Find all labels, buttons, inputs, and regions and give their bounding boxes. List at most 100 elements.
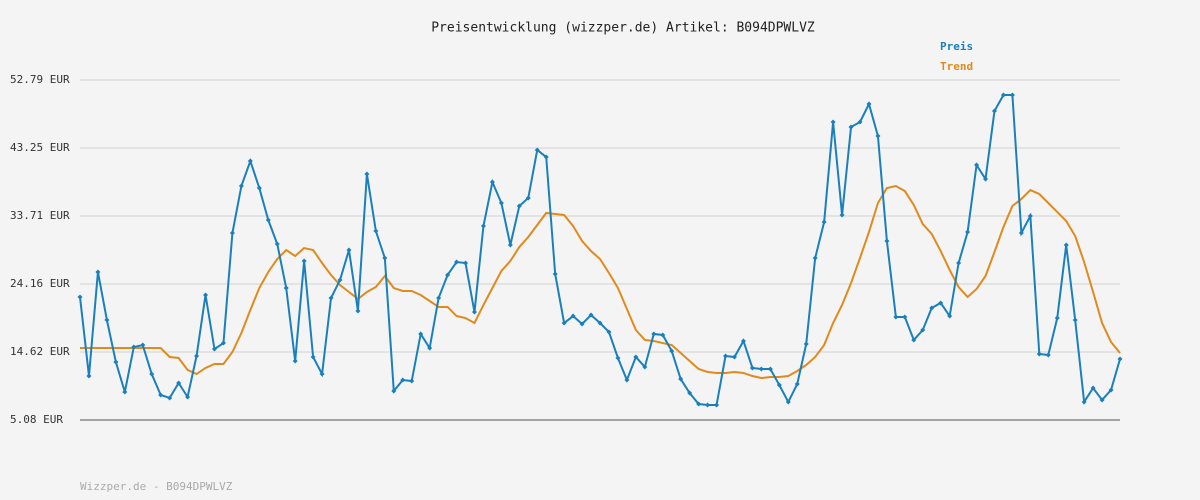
point xyxy=(1099,397,1105,403)
point xyxy=(597,320,603,326)
point xyxy=(489,179,495,185)
point xyxy=(723,353,729,359)
point xyxy=(1108,387,1114,393)
point xyxy=(588,312,594,318)
point xyxy=(373,228,379,234)
point xyxy=(480,223,486,229)
point xyxy=(220,340,226,346)
point xyxy=(866,101,872,107)
point xyxy=(642,364,648,370)
series-line xyxy=(79,94,1121,407)
point xyxy=(561,320,567,326)
point xyxy=(525,195,531,201)
point xyxy=(651,331,657,337)
point xyxy=(427,345,433,351)
point xyxy=(1036,351,1042,357)
point xyxy=(1045,352,1051,358)
point xyxy=(256,185,262,191)
point xyxy=(211,346,217,352)
point xyxy=(911,337,917,343)
y-tick-label: 33.71 EUR xyxy=(10,209,70,222)
point xyxy=(696,401,702,407)
point xyxy=(185,394,191,400)
point xyxy=(337,277,343,283)
point xyxy=(346,247,352,253)
point xyxy=(1117,356,1123,362)
point xyxy=(965,229,971,235)
point xyxy=(615,355,621,361)
point xyxy=(471,309,477,315)
point xyxy=(445,272,451,278)
point xyxy=(938,300,944,306)
point xyxy=(884,238,890,244)
point xyxy=(463,260,469,266)
point xyxy=(857,119,863,125)
point xyxy=(830,119,836,125)
legend-label: Trend xyxy=(940,60,973,73)
point xyxy=(785,399,791,405)
point xyxy=(77,294,83,300)
point xyxy=(140,342,146,348)
point xyxy=(391,388,397,394)
point xyxy=(1018,230,1024,236)
point xyxy=(167,395,173,401)
point xyxy=(292,358,298,364)
point xyxy=(731,354,737,360)
point xyxy=(194,353,200,359)
point xyxy=(131,344,137,350)
point xyxy=(516,203,522,209)
point xyxy=(158,392,164,398)
point xyxy=(409,378,415,384)
point xyxy=(176,380,182,386)
point xyxy=(552,271,558,277)
point xyxy=(534,147,540,153)
point xyxy=(364,171,370,177)
point xyxy=(95,269,101,275)
point xyxy=(821,219,827,225)
point xyxy=(902,314,908,320)
point xyxy=(507,242,513,248)
point xyxy=(328,295,334,301)
point xyxy=(247,158,253,164)
y-tick-label: 14.62 EUR xyxy=(10,345,70,358)
point xyxy=(687,390,693,396)
point xyxy=(579,321,585,327)
point xyxy=(1081,399,1087,405)
chart-title: Preisentwicklung (wizzper.de) Artikel: B… xyxy=(431,21,815,36)
point xyxy=(382,255,388,261)
point xyxy=(983,176,989,182)
point xyxy=(740,338,746,344)
point xyxy=(454,259,460,265)
point xyxy=(947,313,953,319)
point xyxy=(1027,213,1033,219)
point xyxy=(104,317,110,323)
y-tick-label: 43.25 EUR xyxy=(10,141,70,154)
point xyxy=(749,365,755,371)
point xyxy=(1000,92,1006,98)
point xyxy=(893,314,899,320)
point xyxy=(149,371,155,377)
legend-label: Preis xyxy=(940,40,973,53)
point xyxy=(920,327,926,333)
point xyxy=(543,154,549,160)
point xyxy=(274,241,280,247)
point xyxy=(678,376,684,382)
point xyxy=(974,162,980,168)
point xyxy=(122,389,128,395)
point xyxy=(570,313,576,319)
point xyxy=(767,366,773,372)
point xyxy=(498,200,504,206)
point xyxy=(265,217,271,223)
point xyxy=(229,230,235,236)
point xyxy=(1090,385,1096,391)
point xyxy=(956,260,962,266)
point xyxy=(301,258,307,264)
point xyxy=(794,381,800,387)
point xyxy=(714,402,720,408)
footer: Wizzper.de - B094DPWLVZ xyxy=(80,480,233,493)
point xyxy=(812,255,818,261)
point xyxy=(633,354,639,360)
point xyxy=(848,124,854,130)
